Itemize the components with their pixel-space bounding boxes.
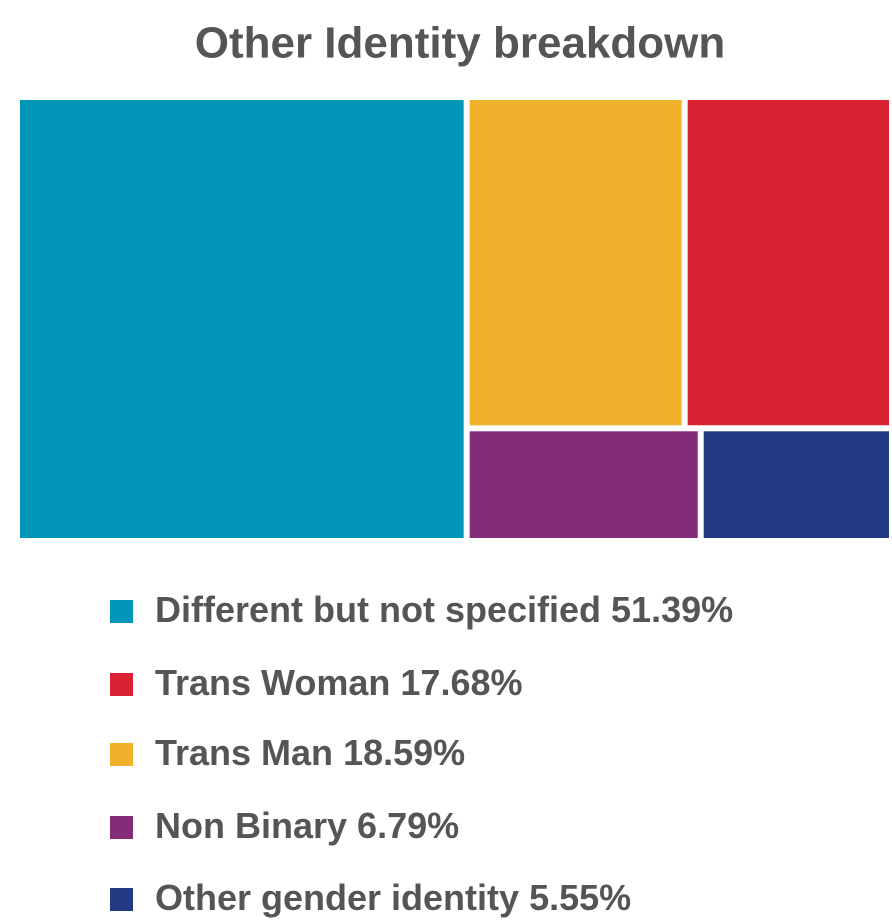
legend-value: 17.68% — [400, 662, 522, 703]
treemap-cell — [687, 100, 889, 426]
legend-name: Trans Woman — [155, 662, 390, 703]
legend-name: Other gender identity — [155, 877, 519, 918]
treemap-cell — [469, 100, 682, 426]
legend-label: Other gender identity 5.55% — [155, 877, 631, 918]
treemap-cell — [469, 431, 698, 538]
legend-swatch — [110, 673, 133, 696]
legend-value: 18.59% — [343, 732, 465, 773]
legend-label: Different but not specified 51.39% — [155, 589, 733, 630]
treemap-cell — [703, 431, 889, 538]
legend-swatch — [110, 816, 133, 839]
legend-swatch — [110, 743, 133, 766]
treemap-cell — [20, 100, 464, 538]
legend-name: Non Binary — [155, 805, 347, 846]
chart-title: Other Identity breakdown — [195, 19, 726, 68]
legend-label: Trans Man 18.59% — [155, 732, 465, 773]
legend-label: Trans Woman 17.68% — [155, 662, 523, 703]
legend-label: Non Binary 6.79% — [155, 805, 459, 846]
legend-value: 6.79% — [357, 805, 459, 846]
legend-swatch — [110, 888, 133, 911]
legend-name: Different but not specified — [155, 589, 601, 630]
legend-value: 51.39% — [611, 589, 733, 630]
legend-swatch — [110, 600, 133, 623]
legend-value: 5.55% — [529, 877, 631, 918]
legend-name: Trans Man — [155, 732, 333, 773]
